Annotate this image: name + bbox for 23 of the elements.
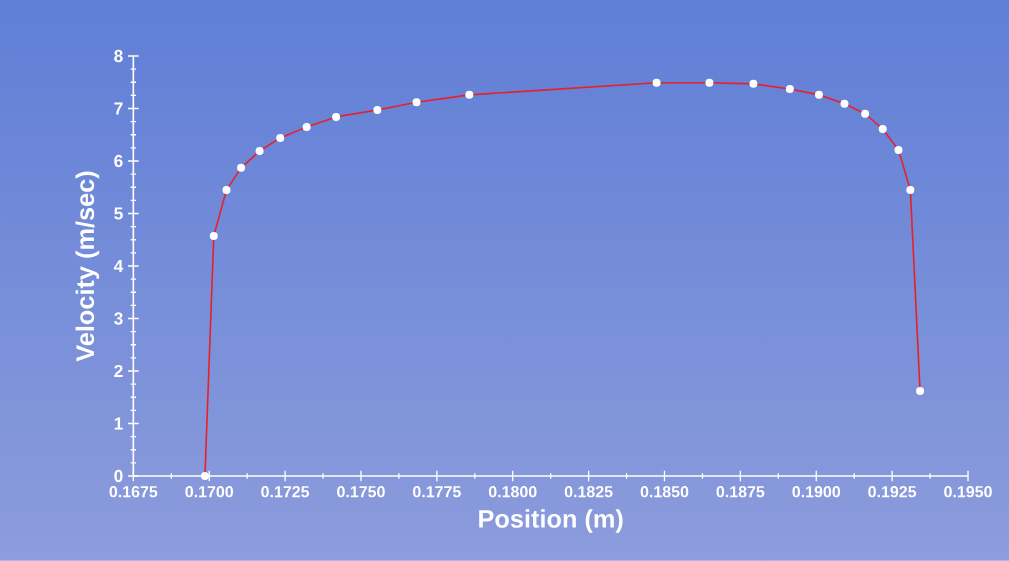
y-tick-label: 2 xyxy=(114,364,123,378)
x-tick-label: 0.1850 xyxy=(640,486,689,498)
x-axis-title: Position (m) xyxy=(479,509,623,533)
x-tick-label: 0.1900 xyxy=(792,486,841,498)
x-tick-label: 0.1925 xyxy=(868,486,917,498)
y-tick-label: 0 xyxy=(114,469,123,483)
y-tick-label: 7 xyxy=(114,102,123,115)
y-tick-label: 6 xyxy=(114,154,123,168)
x-tick-label: 0.1700 xyxy=(185,486,234,498)
y-axis-title: Velocity (m/sec) xyxy=(75,171,100,362)
x-tick-label: 0.1750 xyxy=(337,486,385,498)
y-tick-label: 4 xyxy=(113,260,124,272)
x-tick-label: 0.1875 xyxy=(716,486,765,498)
y-tick-label: 1 xyxy=(114,417,123,430)
x-tick-label: 0.1825 xyxy=(564,486,613,498)
y-tick-label: 5 xyxy=(114,207,123,220)
x-tick-label: 0.1950 xyxy=(944,486,992,498)
y-tick-label: 8 xyxy=(114,49,123,63)
x-tick-label: 0.1800 xyxy=(488,486,537,498)
y-tick-label: 3 xyxy=(114,312,123,325)
x-tick-label: 0.1725 xyxy=(261,486,310,498)
x-tick-label: 0.1775 xyxy=(413,486,461,498)
x-tick-label: 0.1675 xyxy=(109,486,158,498)
